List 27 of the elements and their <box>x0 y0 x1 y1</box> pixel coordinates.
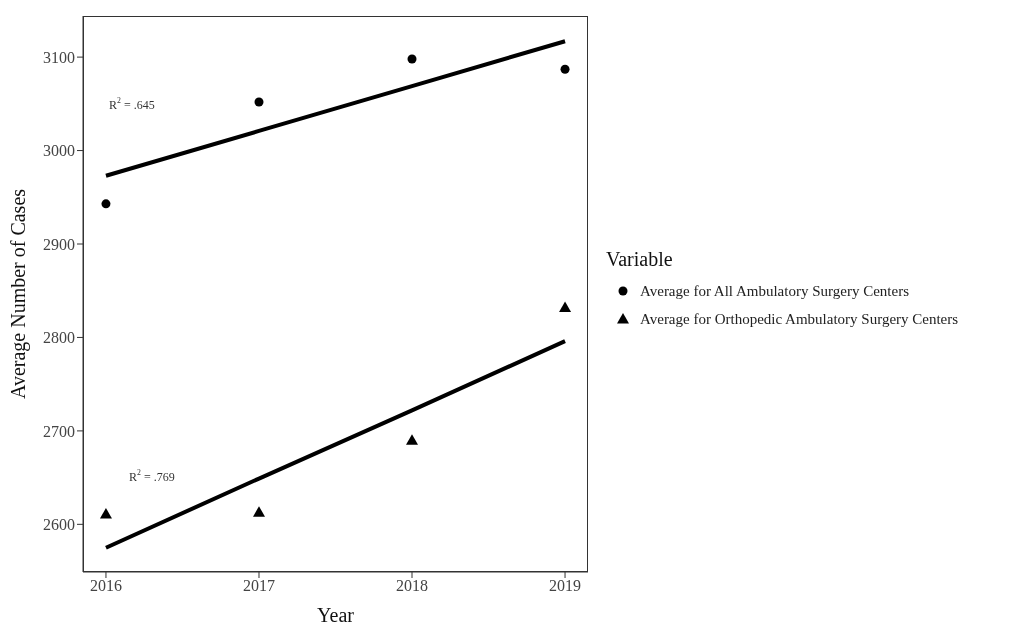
x-tick-label: 2017 <box>242 577 275 595</box>
y-tick-label: 2900 <box>43 235 75 253</box>
point <box>559 301 572 313</box>
legend-label: Average for Orthopedic Ambulatory Surgery Centers <box>640 310 959 328</box>
legend-title: Variable <box>606 248 674 271</box>
y-tick-label: 3100 <box>43 48 75 66</box>
line-series <box>103 39 568 178</box>
point <box>407 54 417 64</box>
x-tick-label: 2019 <box>549 577 582 595</box>
annotation: R$^{2}$ = .769 <box>129 468 175 484</box>
y-tick-label: 3000 <box>43 142 75 160</box>
legend-label: Average for All Ambulatory Surgery Centers <box>640 282 909 300</box>
x-tick-label: 2016 <box>89 577 122 595</box>
point <box>560 64 570 74</box>
point <box>406 434 419 445</box>
y-tick-label: 2700 <box>43 422 75 440</box>
annotation: R$^{2}$ = .645 <box>109 96 155 112</box>
y-tick-label: 2600 <box>43 516 75 534</box>
y-axis-title: Average Number of Cases <box>7 188 31 400</box>
point <box>101 199 111 209</box>
line-series <box>103 339 568 550</box>
point <box>252 506 265 517</box>
x-tick-label: 2018 <box>396 577 429 595</box>
point <box>99 508 112 519</box>
point <box>254 97 264 107</box>
y-tick-label: 2800 <box>43 329 75 347</box>
x-axis-title: Year <box>317 604 355 626</box>
